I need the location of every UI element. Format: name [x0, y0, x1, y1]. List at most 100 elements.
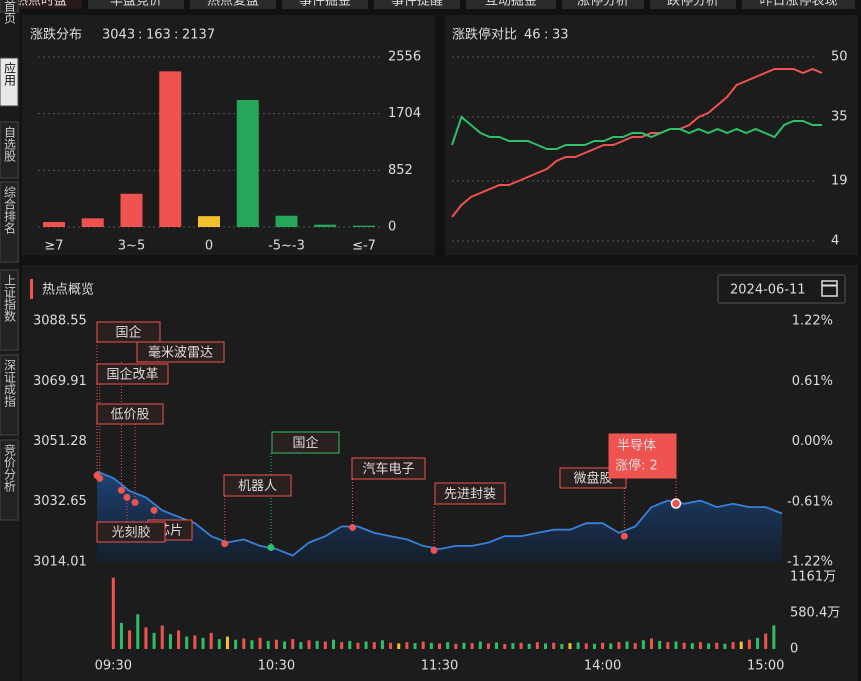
- annotation-point: [96, 474, 104, 482]
- date-text[interactable]: 2024-06-11: [730, 283, 806, 298]
- annotation-sublabel[interactable]: 涨停: 2: [615, 458, 658, 474]
- left-tab[interactable]: [0, 181, 19, 263]
- annotation-point: [267, 543, 275, 551]
- volume-bar: [666, 642, 670, 649]
- volume-bar: [772, 625, 776, 649]
- annotation-label[interactable]: 微盘股: [573, 471, 612, 487]
- top-tab-label[interactable]: 昨日涨停表现: [759, 0, 837, 9]
- top-tab[interactable]: [466, 0, 556, 9]
- volume-bar: [160, 625, 164, 649]
- bar: [198, 216, 220, 227]
- x-tick-label: -5~-3: [268, 239, 305, 254]
- annotation-label[interactable]: 机器人: [238, 479, 277, 494]
- top-tab-label[interactable]: 涨停分析: [577, 0, 629, 9]
- top-tab-label[interactable]: 事件掘金: [299, 0, 351, 9]
- annotation-box[interactable]: [271, 431, 340, 454]
- annotation-label[interactable]: 半导体: [617, 439, 656, 454]
- annotation-box[interactable]: [96, 403, 164, 425]
- volume-bar: [690, 643, 694, 649]
- volume-bar: [731, 642, 735, 649]
- left-tab-label[interactable]: 综合排名: [3, 186, 17, 234]
- volume-bar: [698, 642, 702, 649]
- top-tab-label[interactable]: 热点复盘: [207, 0, 259, 9]
- annotation-box[interactable]: [136, 341, 225, 363]
- left-tab[interactable]: [0, 269, 19, 351]
- top-tab[interactable]: [0, 0, 82, 9]
- volume-bar: [511, 643, 515, 649]
- annotation-box[interactable]: [223, 474, 292, 497]
- top-tab-label[interactable]: 跌停分析: [667, 0, 719, 9]
- top-tab-label[interactable]: 互动掘金: [485, 0, 537, 9]
- bar: [236, 99, 259, 227]
- volume-bar: [209, 632, 213, 649]
- top-tab[interactable]: [374, 0, 460, 9]
- top-tab[interactable]: [742, 0, 855, 9]
- y-tick-label: 35: [831, 110, 848, 125]
- top-tab-label[interactable]: 早盘竞价: [110, 0, 162, 9]
- annotation-point: [430, 546, 438, 554]
- y-tick-label: 50: [831, 50, 848, 65]
- volume-bar: [495, 642, 499, 649]
- y2-tick-label: 0.61%: [792, 374, 833, 389]
- x-tick-label: ≥7: [44, 239, 63, 254]
- annotation-box[interactable]: [434, 482, 506, 505]
- summary-sep: :: [544, 28, 548, 43]
- annotation-label[interactable]: 毫米波雷达: [148, 345, 213, 361]
- x-tick-label: 14:00: [584, 659, 621, 674]
- volume-bar: [323, 641, 327, 649]
- left-tab[interactable]: [0, 0, 19, 13]
- volume-bar: [283, 641, 287, 649]
- annotation-label[interactable]: 国企: [115, 325, 141, 341]
- left-tab[interactable]: [0, 354, 19, 436]
- annotation-label[interactable]: 汽车电子: [362, 461, 414, 477]
- left-tab-label[interactable]: 自选股: [3, 126, 17, 163]
- panel-title: 涨跌分布: [30, 27, 82, 43]
- top-tab[interactable]: [190, 0, 276, 9]
- left-tab[interactable]: [0, 121, 19, 179]
- volume-bar: [462, 642, 466, 649]
- volume-bar: [454, 643, 458, 649]
- volume-bar: [128, 630, 132, 649]
- index-line: [96, 470, 783, 557]
- panel-title: 涨跌停对比: [452, 27, 517, 43]
- top-tab[interactable]: [650, 0, 736, 9]
- volume-bar: [405, 642, 409, 649]
- annotation-label[interactable]: 先进封装: [444, 487, 496, 502]
- left-tab[interactable]: [0, 439, 19, 521]
- volume-bar: [625, 641, 629, 649]
- volume-bar: [544, 643, 548, 649]
- left-tab-label[interactable]: 首页: [3, 0, 17, 25]
- annotation-box[interactable]: [96, 321, 161, 343]
- top-tab-label[interactable]: 事件提醒: [391, 0, 443, 9]
- annotation-label[interactable]: 国企改革: [106, 367, 158, 383]
- date-picker[interactable]: [717, 274, 846, 304]
- summary-down: 2137: [182, 28, 215, 43]
- volume-bar: [486, 643, 490, 649]
- top-tab[interactable]: [562, 0, 644, 9]
- annotation-box[interactable]: [608, 433, 677, 479]
- volume-bar: [576, 642, 580, 649]
- left-tab-label[interactable]: 上证指数: [3, 274, 17, 323]
- top-tab-label[interactable]: 热点时盘: [15, 0, 67, 9]
- annotation-box[interactable]: [96, 521, 166, 543]
- x-tick-label: 11:30: [421, 659, 458, 674]
- calendar-icon[interactable]: [821, 280, 838, 297]
- top-tab[interactable]: [88, 0, 184, 9]
- annotation-point: [670, 498, 682, 509]
- volume-bar: [756, 637, 760, 649]
- top-tab[interactable]: [282, 0, 368, 9]
- annotation-box[interactable]: [96, 363, 169, 385]
- bar: [159, 71, 182, 227]
- left-tab-label[interactable]: 深证成指: [3, 359, 17, 408]
- annotation-label[interactable]: 光刻胶: [111, 525, 150, 541]
- volume-bar: [315, 640, 319, 649]
- volume-bar: [739, 641, 743, 649]
- annotation-label[interactable]: 低价股: [110, 408, 149, 423]
- left-tab-label[interactable]: 应用: [3, 61, 17, 87]
- annotation-box[interactable]: [351, 457, 426, 480]
- y-tick-label: 3088.55: [33, 314, 87, 329]
- volume-bar: [429, 642, 433, 649]
- left-tab[interactable]: [0, 57, 19, 107]
- left-tab-label[interactable]: 竞价分析: [3, 444, 17, 493]
- annotation-label[interactable]: 国企: [292, 435, 318, 451]
